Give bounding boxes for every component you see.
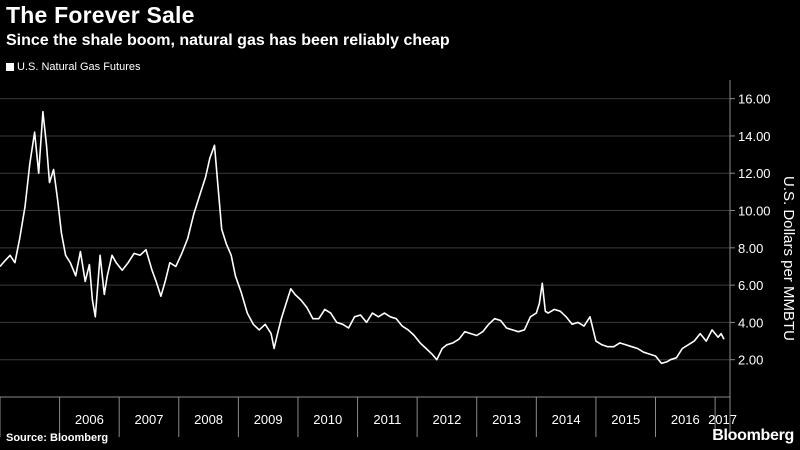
x-tick-label: 2006 bbox=[75, 412, 104, 427]
legend: U.S. Natural Gas Futures bbox=[6, 61, 141, 73]
series bbox=[0, 110, 725, 365]
brand-logo: Bloomberg bbox=[712, 427, 794, 444]
legend-label: U.S. Natural Gas Futures bbox=[17, 61, 141, 73]
x-tick-label: 2012 bbox=[432, 412, 461, 427]
legend-swatch bbox=[6, 63, 14, 71]
x-tick-label: 2008 bbox=[194, 412, 223, 427]
y-tick-label: 16.00 bbox=[738, 92, 771, 107]
y-axis-title: U.S. Dollars per MMBTU bbox=[780, 176, 797, 341]
series-line bbox=[0, 110, 725, 365]
x-tick-label: 2015 bbox=[611, 412, 640, 427]
axes bbox=[0, 80, 735, 437]
y-tick-label: 10.00 bbox=[738, 204, 771, 219]
x-tick-label: 2011 bbox=[373, 412, 401, 427]
y-tick-label: 2.00 bbox=[738, 353, 763, 368]
x-tick-label: 2013 bbox=[492, 412, 521, 427]
chart-subtitle: Since the shale boom, natural gas has be… bbox=[6, 32, 450, 49]
x-tick-label: 2009 bbox=[254, 412, 283, 427]
source-note: Source: Bloomberg bbox=[6, 432, 109, 444]
x-tick-label: 2017 bbox=[708, 412, 737, 427]
y-tick-label: 14.00 bbox=[738, 129, 771, 144]
y-tick-label: 8.00 bbox=[738, 241, 763, 256]
y-tick-label: 4.00 bbox=[738, 315, 763, 330]
x-tick-label: 2016 bbox=[671, 412, 700, 427]
gridlines bbox=[0, 98, 730, 361]
y-tick-label: 12.00 bbox=[738, 166, 771, 181]
x-tick-label: 2014 bbox=[552, 412, 581, 427]
tick-labels: 2.00 4.00 6.00 8.00 10.00 12.00 14.00 16.00 2006… bbox=[75, 92, 797, 427]
y-tick-label: 6.00 bbox=[738, 278, 763, 293]
x-tick-label: 2010 bbox=[313, 412, 342, 427]
chart-title: The Forever Sale bbox=[6, 2, 195, 28]
x-tick-label: 2007 bbox=[135, 412, 164, 427]
